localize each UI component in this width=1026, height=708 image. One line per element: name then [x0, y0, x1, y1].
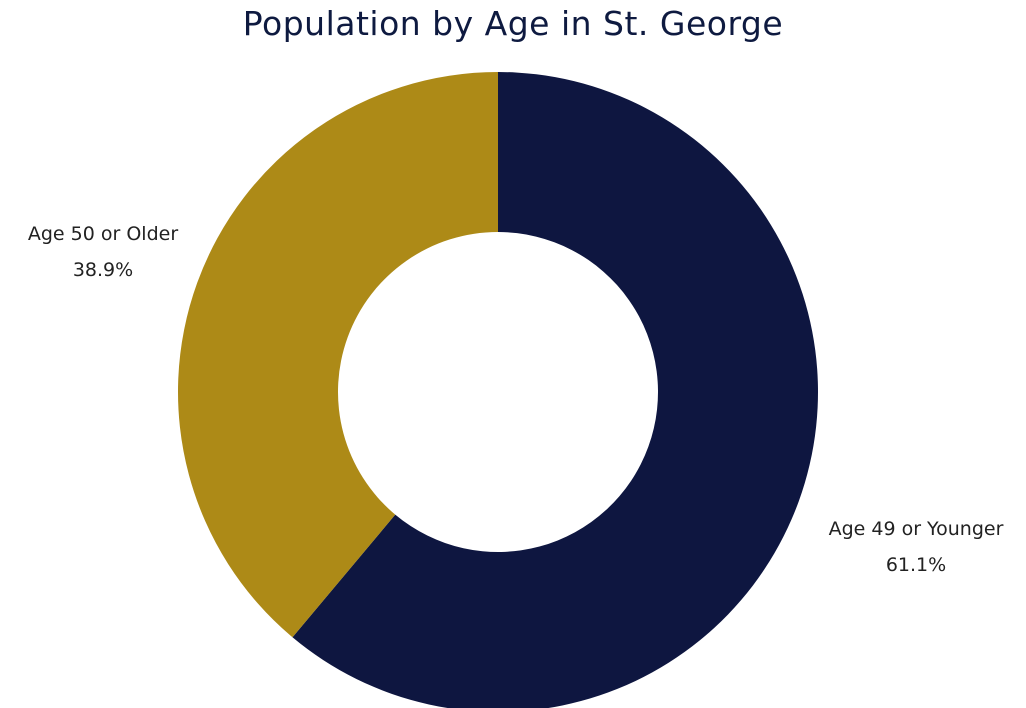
chart-title: Population by Age in St. George [242, 4, 784, 43]
slice-value-label-1: 38.9% [73, 259, 133, 281]
pie-slice-1 [177, 72, 498, 638]
slice-label-1: Age 50 or Older [28, 223, 178, 245]
pie-slice-0 [292, 72, 818, 708]
slice-label-0: Age 49 or Younger [829, 518, 1004, 540]
slice-value-label-0: 61.1% [886, 554, 946, 576]
